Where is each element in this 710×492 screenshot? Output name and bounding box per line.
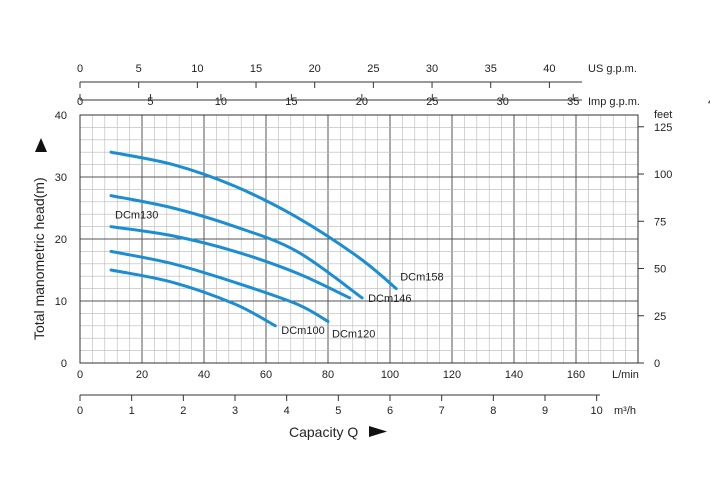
series-line-dcm130 bbox=[109, 225, 352, 300]
series-line-dcm120 bbox=[109, 249, 330, 323]
y-axis-title: Total manometric head(m) bbox=[31, 177, 47, 340]
us-gpm-tick-label: 0 bbox=[77, 63, 83, 75]
series-line-dcm158 bbox=[109, 150, 398, 291]
imp-gpm-tick-label: 30 bbox=[497, 96, 509, 108]
series-label-dcm130: DCm130 bbox=[115, 210, 158, 222]
lmin-axis-label: L/min bbox=[612, 369, 639, 381]
y-tick-label: 30 bbox=[55, 172, 67, 184]
series-label-dcm158: DCm158 bbox=[400, 272, 443, 284]
series-label-dcm100: DCm100 bbox=[281, 325, 324, 337]
us-gpm-tick-label: 25 bbox=[367, 63, 379, 75]
imp-gpm-tick-label: 5 bbox=[147, 96, 153, 108]
imp-gpm-tick-label: 25 bbox=[426, 96, 438, 108]
x-tick-label: 100 bbox=[381, 369, 399, 381]
m3h-tick-label: 6 bbox=[387, 405, 393, 417]
imp-gpm-tick-label: 0 bbox=[77, 96, 83, 108]
series-label-dcm120: DCm120 bbox=[332, 328, 375, 340]
m3h-tick-label: 8 bbox=[490, 405, 496, 417]
feet-tick-label: 25 bbox=[654, 311, 666, 323]
imp-gpm-tick-label: 45 bbox=[708, 96, 710, 108]
m3h-tick-label: 5 bbox=[335, 405, 341, 417]
y-tick-label: 20 bbox=[55, 234, 67, 246]
imp-gpm-tick-label: 15 bbox=[285, 96, 297, 108]
series-line-dcm146 bbox=[109, 194, 364, 300]
x-tick-label: 40 bbox=[198, 369, 210, 381]
x-tick-label: 140 bbox=[505, 369, 523, 381]
m3h-tick-label: 7 bbox=[439, 405, 445, 417]
x-tick-label: 0 bbox=[77, 369, 83, 381]
plot-frame bbox=[79, 114, 639, 364]
feet-tick-label: 125 bbox=[654, 122, 672, 134]
m3h-tick-label: 9 bbox=[542, 405, 548, 417]
x-tick-label: 60 bbox=[260, 369, 272, 381]
feet-tick-label: 75 bbox=[654, 216, 666, 228]
us-gpm-tick-label: 10 bbox=[191, 63, 203, 75]
feet-axis-label: feet bbox=[654, 109, 672, 121]
y-tick-label: 0 bbox=[61, 358, 67, 370]
x-axis-arrow-icon bbox=[369, 426, 387, 437]
m3h-tick-label: 1 bbox=[129, 405, 135, 417]
series-label-dcm146: DCm146 bbox=[368, 293, 411, 305]
imp-gpm-tick-label: 20 bbox=[356, 96, 368, 108]
us-gpm-tick-label: 15 bbox=[250, 63, 262, 75]
us-gpm-tick-label: 35 bbox=[485, 63, 497, 75]
x-axis-title: Capacity Q bbox=[289, 424, 358, 440]
us-gpm-tick-label: 20 bbox=[309, 63, 321, 75]
m3h-tick-label: 2 bbox=[180, 405, 186, 417]
imp-gpm-axis-label: Imp g.p.m. bbox=[588, 96, 640, 108]
m3h-tick-label: 4 bbox=[284, 405, 290, 417]
m3h-tick-label: 3 bbox=[232, 405, 238, 417]
x-tick-label: 120 bbox=[443, 369, 461, 381]
x-tick-label: 160 bbox=[567, 369, 585, 381]
us-gpm-tick-label: 40 bbox=[543, 63, 555, 75]
feet-tick-label: 50 bbox=[654, 264, 666, 276]
y-tick-label: 40 bbox=[55, 110, 67, 122]
m3h-axis-label: m³/h bbox=[614, 405, 636, 417]
imp-gpm-tick-label: 10 bbox=[215, 96, 227, 108]
imp-gpm-tick-label: 35 bbox=[567, 96, 579, 108]
x-tick-label: 80 bbox=[322, 369, 334, 381]
feet-tick-label: 100 bbox=[654, 169, 672, 181]
us-gpm-tick-label: 5 bbox=[136, 63, 142, 75]
x-tick-label: 20 bbox=[136, 369, 148, 381]
y-tick-label: 10 bbox=[55, 296, 67, 308]
pump-curves: DCm100 DCm120 DCm130 DCm146 DCm158 bbox=[109, 150, 444, 340]
feet-tick-label: 0 bbox=[654, 358, 660, 370]
m3h-tick-label: 0 bbox=[77, 405, 83, 417]
series-line-dcm100 bbox=[109, 268, 277, 328]
m3h-tick-label: 10 bbox=[591, 405, 603, 417]
grid bbox=[80, 115, 638, 363]
us-gpm-axis-label: US g.p.m. bbox=[588, 63, 637, 75]
y-axis-arrow-icon bbox=[35, 138, 47, 152]
us-gpm-tick-label: 30 bbox=[426, 63, 438, 75]
